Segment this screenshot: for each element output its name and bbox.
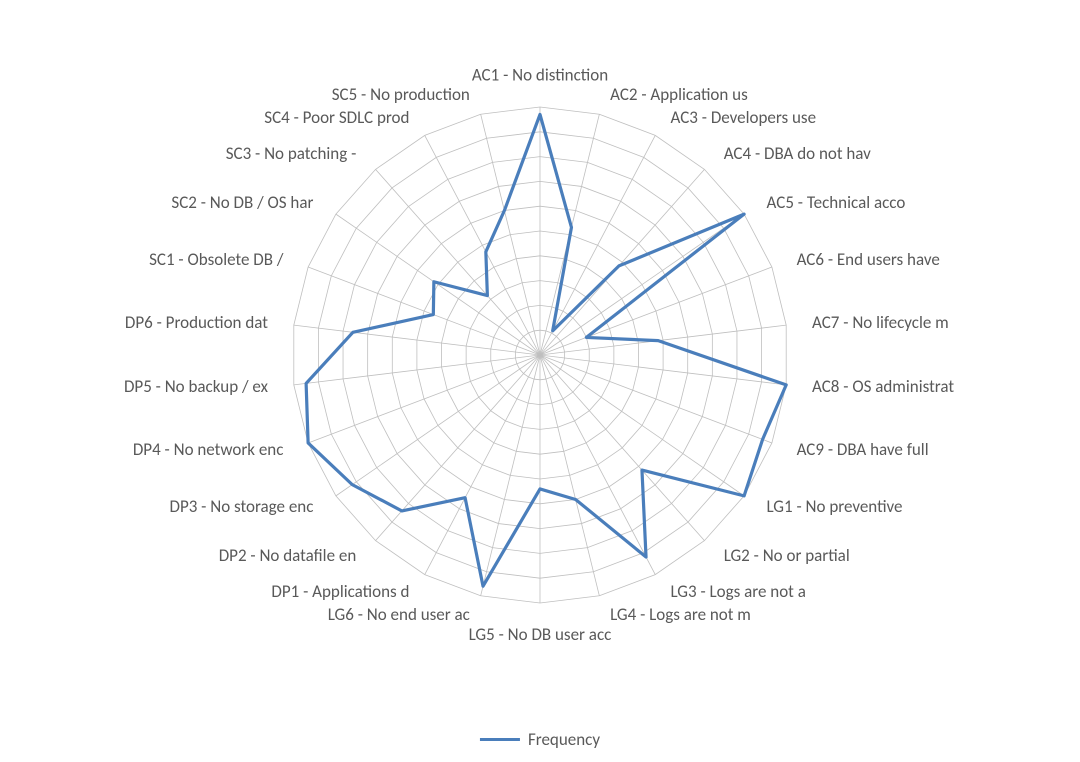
grid-spoke bbox=[376, 169, 540, 355]
grid-spoke bbox=[540, 355, 599, 596]
legend-line-icon bbox=[480, 738, 520, 741]
grid-spoke bbox=[481, 355, 540, 596]
grid-spoke bbox=[540, 135, 655, 355]
chart-legend: Frequency bbox=[480, 729, 600, 750]
grid-spoke bbox=[376, 355, 540, 541]
grid-spoke bbox=[540, 355, 704, 541]
radar-chart-container: AC1 - No distinctionAC2 - Application us… bbox=[0, 0, 1080, 762]
grid-spoke bbox=[425, 355, 540, 575]
grid-spoke bbox=[425, 135, 540, 355]
grid-spoke bbox=[481, 114, 540, 355]
grid-spoke bbox=[540, 355, 655, 575]
radar-chart bbox=[0, 0, 1080, 762]
legend-label-text: Frequency bbox=[528, 729, 600, 750]
